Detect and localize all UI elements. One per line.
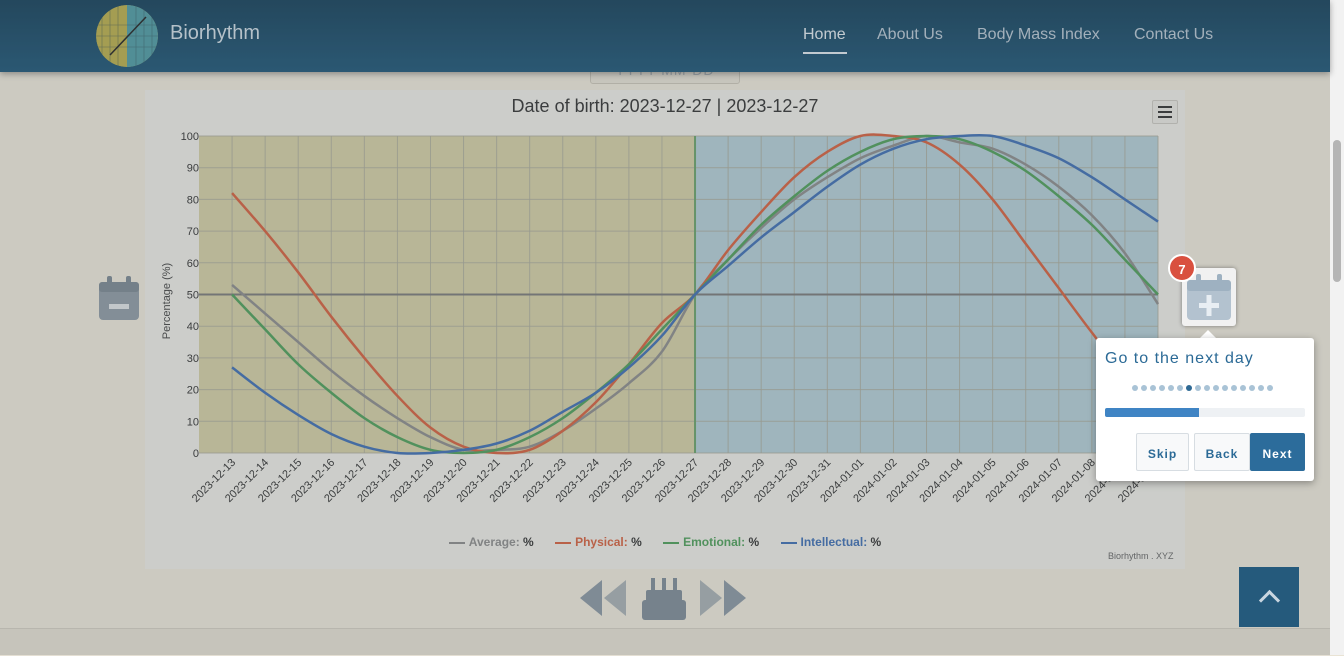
nav-body-mass-index[interactable]: Body Mass Index	[977, 26, 1100, 43]
tour-step-dot[interactable]	[1150, 385, 1156, 391]
tour-step-dot[interactable]	[1258, 385, 1264, 391]
tour-step-dot[interactable]	[1177, 385, 1183, 391]
legend-intellectual[interactable]: Intellectual: %	[780, 535, 881, 549]
tour-step-dot[interactable]	[1204, 385, 1210, 391]
chart-credit[interactable]: Biorhythm . XYZ	[1108, 551, 1174, 561]
tour-step-dot[interactable]	[1168, 385, 1174, 391]
biorhythm-logo-icon[interactable]	[96, 5, 158, 67]
tour-step-dot[interactable]	[1231, 385, 1237, 391]
next-day-calendar-icon[interactable]	[1182, 268, 1236, 326]
scrollbar-thumb[interactable]	[1333, 140, 1341, 282]
hamburger-menu-icon[interactable]	[1152, 100, 1178, 124]
legend-physical[interactable]: Physical: %	[555, 535, 642, 549]
tour-step-dot[interactable]	[1213, 385, 1219, 391]
tour-progress-fill	[1105, 408, 1199, 417]
tour-step-dot[interactable]	[1132, 385, 1138, 391]
tooltip-arrow	[1199, 330, 1217, 339]
brand-name[interactable]: Biorhythm	[170, 22, 261, 44]
chart-legend: Average: % Physical: % Emotional: % Inte…	[145, 535, 1185, 549]
tour-step-dot[interactable]	[1159, 385, 1165, 391]
tour-step-dot[interactable]	[1249, 385, 1255, 391]
tour-step-dot[interactable]	[1186, 385, 1192, 391]
tour-skip-button[interactable]: Skip	[1136, 433, 1189, 471]
tour-step-dot[interactable]	[1267, 385, 1273, 391]
tour-next-button[interactable]: Next	[1250, 433, 1305, 471]
tour-step-dot[interactable]	[1240, 385, 1246, 391]
tour-step-dot[interactable]	[1141, 385, 1147, 391]
tour-progress-bar	[1105, 408, 1305, 417]
chart-title: Date of birth: 2023-12-27 | 2023-12-27	[511, 96, 819, 116]
nav-active-underline	[803, 52, 847, 54]
tour-tooltip: Go to the next day Skip Back Next	[1096, 338, 1314, 481]
tour-step-dot[interactable]	[1195, 385, 1201, 391]
tour-step-dot[interactable]	[1222, 385, 1228, 391]
next-day-arrow-icon	[700, 580, 746, 616]
legend-average[interactable]: Average: %	[448, 535, 534, 549]
previous-day-arrow-icon	[580, 580, 626, 616]
tour-step-badge: 7	[1168, 254, 1196, 282]
nav-about-us[interactable]: About Us	[877, 26, 943, 43]
tour-back-button[interactable]: Back	[1194, 433, 1250, 471]
birthday-cake-icon	[642, 578, 686, 620]
page-scrollbar[interactable]	[1330, 0, 1344, 655]
day-navigation	[578, 570, 758, 626]
footer-bar	[0, 628, 1330, 656]
tour-title: Go to the next day	[1105, 350, 1254, 367]
legend-emotional[interactable]: Emotional: %	[663, 535, 759, 549]
back-to-top-button[interactable]	[1239, 567, 1299, 627]
nav-contact-us[interactable]: Contact Us	[1134, 26, 1214, 43]
top-navbar: Biorhythm Home About Us Body Mass Index …	[0, 0, 1330, 72]
previous-day-calendar-icon[interactable]	[97, 274, 141, 322]
nav-home[interactable]: Home	[803, 26, 846, 43]
